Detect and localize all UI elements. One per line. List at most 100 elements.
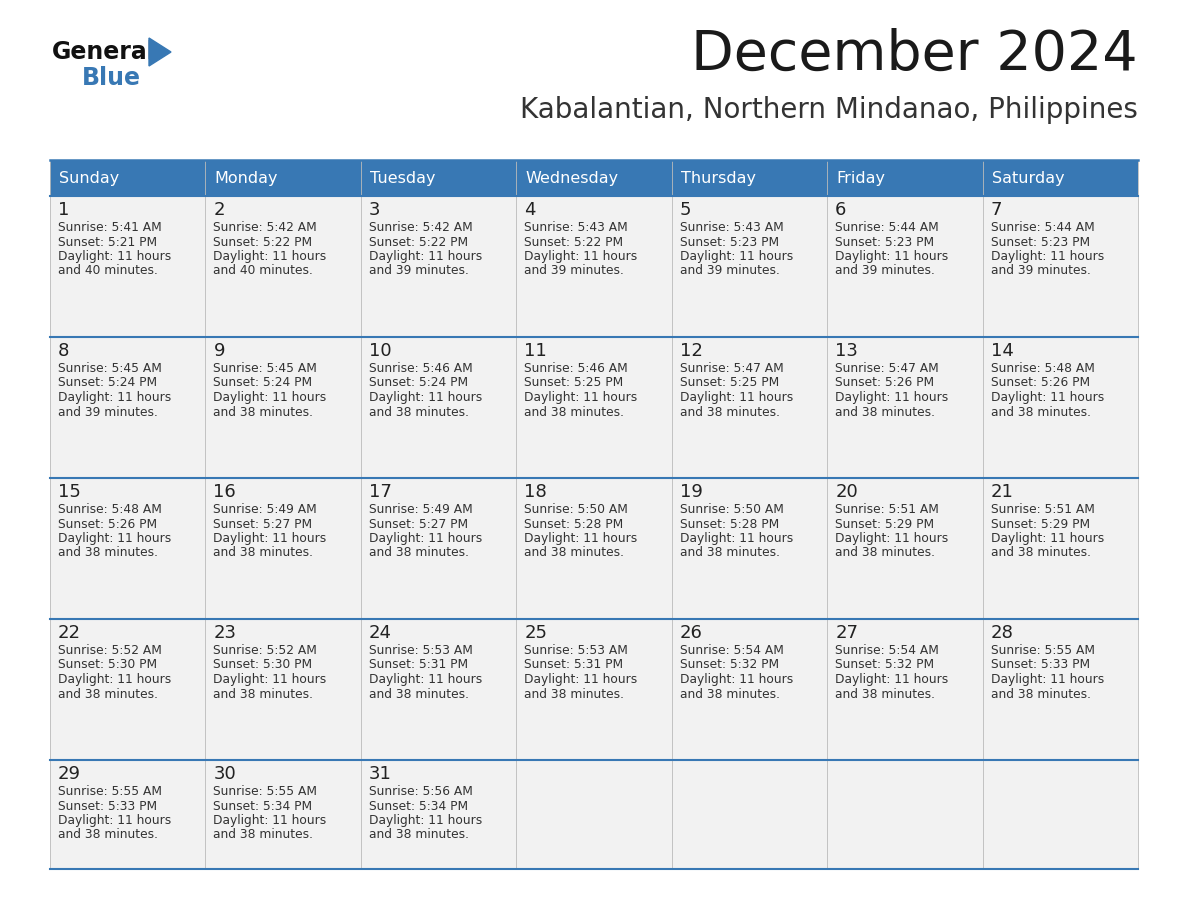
Text: Tuesday: Tuesday xyxy=(369,171,435,185)
Text: Sunset: 5:22 PM: Sunset: 5:22 PM xyxy=(214,236,312,249)
Text: 8: 8 xyxy=(58,342,69,360)
Bar xyxy=(671,196,827,337)
Text: Sunrise: 5:47 AM: Sunrise: 5:47 AM xyxy=(680,362,783,375)
Text: Sunrise: 5:48 AM: Sunrise: 5:48 AM xyxy=(58,503,162,516)
Text: 2: 2 xyxy=(214,201,225,219)
Text: Sunset: 5:26 PM: Sunset: 5:26 PM xyxy=(991,376,1089,389)
Text: and 39 minutes.: and 39 minutes. xyxy=(835,264,935,277)
Bar xyxy=(982,196,1138,337)
Bar xyxy=(827,619,982,760)
Bar xyxy=(982,619,1138,760)
Text: 15: 15 xyxy=(58,483,81,501)
Text: Sunset: 5:23 PM: Sunset: 5:23 PM xyxy=(680,236,779,249)
Bar xyxy=(827,160,982,196)
Text: Sunset: 5:23 PM: Sunset: 5:23 PM xyxy=(835,236,934,249)
Text: Thursday: Thursday xyxy=(681,171,756,185)
Bar xyxy=(50,619,206,760)
Text: Wednesday: Wednesday xyxy=(525,171,619,185)
Text: Sunset: 5:22 PM: Sunset: 5:22 PM xyxy=(524,236,624,249)
Text: Sunset: 5:34 PM: Sunset: 5:34 PM xyxy=(368,800,468,812)
Bar xyxy=(671,478,827,619)
Text: and 38 minutes.: and 38 minutes. xyxy=(524,406,624,419)
Text: Daylight: 11 hours: Daylight: 11 hours xyxy=(368,814,482,827)
Text: Daylight: 11 hours: Daylight: 11 hours xyxy=(214,250,327,263)
Text: and 38 minutes.: and 38 minutes. xyxy=(835,406,935,419)
Text: 23: 23 xyxy=(214,624,236,642)
Text: Sunset: 5:24 PM: Sunset: 5:24 PM xyxy=(58,376,157,389)
Bar xyxy=(517,478,671,619)
Bar xyxy=(671,619,827,760)
Text: 1: 1 xyxy=(58,201,69,219)
Bar xyxy=(827,478,982,619)
Text: Sunrise: 5:52 AM: Sunrise: 5:52 AM xyxy=(58,644,162,657)
Text: Blue: Blue xyxy=(82,66,141,90)
Text: Sunrise: 5:45 AM: Sunrise: 5:45 AM xyxy=(214,362,317,375)
Text: Sunrise: 5:56 AM: Sunrise: 5:56 AM xyxy=(368,785,473,798)
Text: 30: 30 xyxy=(214,765,236,783)
Bar xyxy=(50,478,206,619)
Text: Friday: Friday xyxy=(836,171,885,185)
Text: Daylight: 11 hours: Daylight: 11 hours xyxy=(680,250,792,263)
Text: Sunrise: 5:52 AM: Sunrise: 5:52 AM xyxy=(214,644,317,657)
Text: Saturday: Saturday xyxy=(992,171,1064,185)
Text: Daylight: 11 hours: Daylight: 11 hours xyxy=(680,532,792,545)
Text: Sunset: 5:30 PM: Sunset: 5:30 PM xyxy=(214,658,312,671)
Bar xyxy=(206,478,361,619)
Text: and 38 minutes.: and 38 minutes. xyxy=(524,546,624,559)
Text: Sunset: 5:28 PM: Sunset: 5:28 PM xyxy=(680,518,779,531)
Text: Daylight: 11 hours: Daylight: 11 hours xyxy=(58,250,171,263)
Text: and 38 minutes.: and 38 minutes. xyxy=(58,688,158,700)
Bar xyxy=(361,760,517,869)
Text: Daylight: 11 hours: Daylight: 11 hours xyxy=(214,814,327,827)
Text: Sunset: 5:27 PM: Sunset: 5:27 PM xyxy=(214,518,312,531)
Text: Sunrise: 5:43 AM: Sunrise: 5:43 AM xyxy=(680,221,783,234)
Text: Daylight: 11 hours: Daylight: 11 hours xyxy=(680,673,792,686)
Text: Daylight: 11 hours: Daylight: 11 hours xyxy=(835,250,948,263)
Text: Daylight: 11 hours: Daylight: 11 hours xyxy=(524,391,638,404)
Text: Daylight: 11 hours: Daylight: 11 hours xyxy=(991,391,1104,404)
Text: Daylight: 11 hours: Daylight: 11 hours xyxy=(524,250,638,263)
Text: Sunrise: 5:44 AM: Sunrise: 5:44 AM xyxy=(991,221,1094,234)
Text: Sunset: 5:24 PM: Sunset: 5:24 PM xyxy=(214,376,312,389)
Text: Sunrise: 5:51 AM: Sunrise: 5:51 AM xyxy=(991,503,1094,516)
Bar xyxy=(671,760,827,869)
Text: Sunset: 5:29 PM: Sunset: 5:29 PM xyxy=(835,518,934,531)
Text: Daylight: 11 hours: Daylight: 11 hours xyxy=(58,391,171,404)
Text: and 38 minutes.: and 38 minutes. xyxy=(680,688,779,700)
Text: Sunrise: 5:47 AM: Sunrise: 5:47 AM xyxy=(835,362,939,375)
Text: Sunset: 5:28 PM: Sunset: 5:28 PM xyxy=(524,518,624,531)
Text: 11: 11 xyxy=(524,342,546,360)
Bar xyxy=(206,160,361,196)
Text: Daylight: 11 hours: Daylight: 11 hours xyxy=(368,250,482,263)
Text: 22: 22 xyxy=(58,624,81,642)
Text: Sunset: 5:21 PM: Sunset: 5:21 PM xyxy=(58,236,157,249)
Text: and 38 minutes.: and 38 minutes. xyxy=(524,688,624,700)
Text: 26: 26 xyxy=(680,624,702,642)
Text: Sunset: 5:29 PM: Sunset: 5:29 PM xyxy=(991,518,1089,531)
Text: Sunset: 5:23 PM: Sunset: 5:23 PM xyxy=(991,236,1089,249)
Text: and 39 minutes.: and 39 minutes. xyxy=(368,264,469,277)
Text: 17: 17 xyxy=(368,483,392,501)
Text: Daylight: 11 hours: Daylight: 11 hours xyxy=(368,532,482,545)
Text: 19: 19 xyxy=(680,483,702,501)
Text: Daylight: 11 hours: Daylight: 11 hours xyxy=(524,673,638,686)
Text: December 2024: December 2024 xyxy=(691,28,1138,82)
Text: Sunrise: 5:53 AM: Sunrise: 5:53 AM xyxy=(368,644,473,657)
Text: 4: 4 xyxy=(524,201,536,219)
Bar xyxy=(50,196,206,337)
Text: Sunset: 5:32 PM: Sunset: 5:32 PM xyxy=(680,658,779,671)
Bar xyxy=(50,160,206,196)
Text: and 38 minutes.: and 38 minutes. xyxy=(835,688,935,700)
Text: 25: 25 xyxy=(524,624,548,642)
Text: 3: 3 xyxy=(368,201,380,219)
Text: Sunrise: 5:50 AM: Sunrise: 5:50 AM xyxy=(680,503,784,516)
Text: and 38 minutes.: and 38 minutes. xyxy=(214,546,314,559)
Bar xyxy=(361,337,517,478)
Text: and 38 minutes.: and 38 minutes. xyxy=(680,546,779,559)
Text: and 38 minutes.: and 38 minutes. xyxy=(58,829,158,842)
Text: Sunset: 5:30 PM: Sunset: 5:30 PM xyxy=(58,658,157,671)
Bar xyxy=(827,337,982,478)
Bar xyxy=(517,619,671,760)
Text: and 38 minutes.: and 38 minutes. xyxy=(214,406,314,419)
Text: General: General xyxy=(52,40,156,64)
